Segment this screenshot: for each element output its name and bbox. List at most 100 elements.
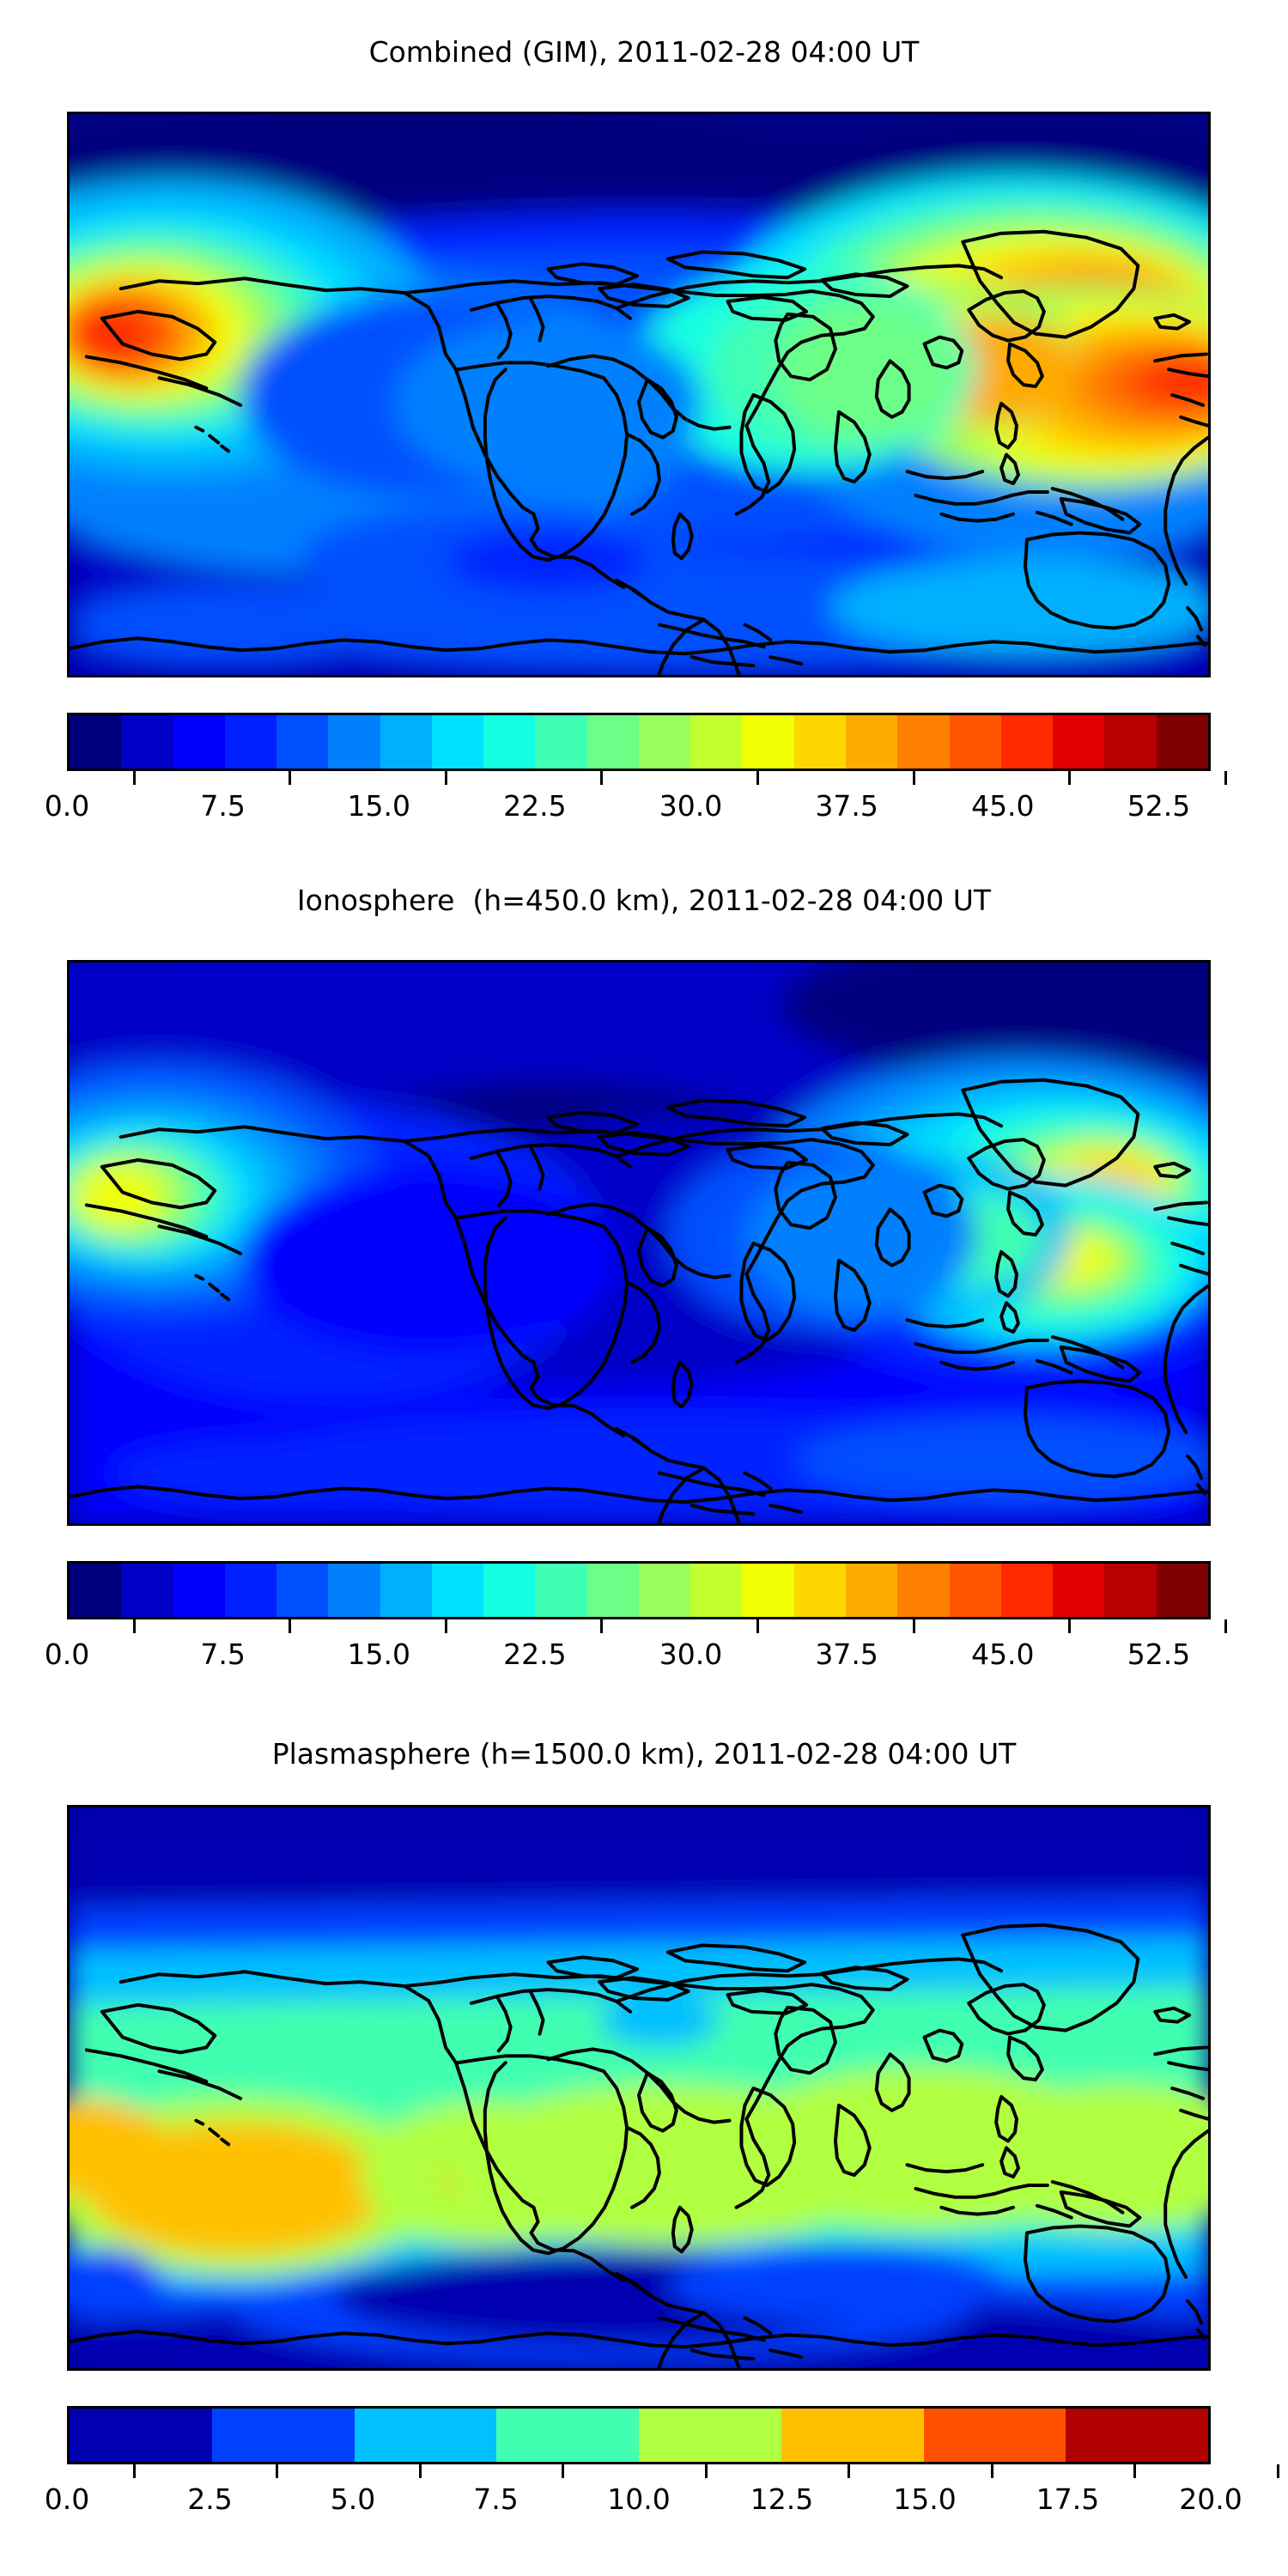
panel-title-plasmasphere: Plasmasphere (h=1500.0 km), 2011-02-28 0…: [271, 1737, 1017, 1771]
colorbar-swatch-17: [949, 715, 1001, 769]
panel-combined-gim: Combined (GIM), 2011-02-28 04:00 UT: [0, 0, 1288, 859]
colorbar-tick-label-3: 22.5: [503, 789, 567, 823]
colorbar-gradient-ionosphere: [70, 1564, 1208, 1617]
colorbar-plasmasphere: [67, 2406, 1211, 2464]
colorbar-tick-label-5: 37.5: [815, 789, 878, 823]
colorbar-swatch-5: [781, 2409, 924, 2462]
colorbar-swatch-10: [586, 1564, 639, 1617]
colorbar-swatch-21: [1156, 1564, 1208, 1617]
colorbar-tick-label-4: 30.0: [659, 1637, 723, 1671]
colorbar-tick-label-6: 45.0: [971, 1637, 1035, 1671]
colorbar-swatch-7: [1066, 2409, 1208, 2462]
colorbar-swatch-5: [328, 1564, 380, 1617]
colorbar-tick-label-2: 5.0: [330, 2482, 376, 2516]
colorbar-combined-gim: [67, 713, 1211, 771]
colorbar-swatch-11: [638, 1564, 691, 1617]
colorbar-swatch-18: [1000, 1564, 1054, 1617]
colorbar-tick-4: [756, 771, 760, 785]
colorbar-gradient-combined-gim: [70, 715, 1208, 769]
colorbar-tick-3: [600, 1619, 604, 1633]
colorbar-tick-label-5: 12.5: [750, 2482, 814, 2516]
colorbar-tick-label-5: 37.5: [815, 1637, 878, 1671]
colorbar-swatch-16: [897, 715, 950, 769]
colorbar-tick-6: [1068, 771, 1072, 785]
colorbar-labels-plasmasphere: 0.0 2.5 5.0 7.5 10.0 12.5 15.0 17.5 20.0: [0, 2485, 1288, 2523]
colorbar-swatch-0: [70, 2409, 212, 2462]
map-image-plasmasphere: [70, 1807, 1208, 2368]
colorbar-labels-combined-gim: 0.0 7.5 15.0 22.5 30.0 37.5 45.0 52.5: [0, 792, 1288, 829]
panel-title-combined-gim: Combined (GIM), 2011-02-28 04:00 UT: [368, 35, 920, 69]
colorbar-tick-label-0: 0.0: [44, 789, 90, 823]
colorbar-swatch-1: [211, 2409, 355, 2462]
colorbar-swatch-6: [380, 715, 432, 769]
colorbar-swatch-16: [897, 1564, 950, 1617]
colorbar-tick-1: [289, 771, 292, 785]
colorbar-tick-6: [990, 2464, 993, 2478]
colorbar-tick-label-1: 7.5: [200, 789, 246, 823]
coastlines-layer-4: [70, 1923, 1208, 2368]
tec-contour-combined-gim: [70, 114, 1208, 675]
colorbar-swatch-3: [224, 1564, 277, 1617]
colorbar-swatch-13: [742, 1564, 794, 1617]
colorbar-tick-label-0: 0.0: [44, 2482, 90, 2516]
colorbar-swatch-2: [173, 715, 225, 769]
map-axes-ionosphere: [67, 960, 1211, 1526]
colorbar-swatch-4: [276, 1564, 329, 1617]
colorbar-swatch-19: [1053, 715, 1105, 769]
colorbar-swatch-15: [845, 715, 898, 769]
colorbar-swatch-8: [483, 715, 536, 769]
colorbar-swatch-17: [949, 1564, 1001, 1617]
colorbar-tick-5: [912, 771, 915, 785]
map-axes-plasmasphere: [67, 1805, 1211, 2371]
colorbar-tick-7: [1133, 2464, 1136, 2478]
colorbar-swatch-11: [638, 715, 691, 769]
colorbar-tick-label-2: 15.0: [347, 789, 411, 823]
colorbar-tick-3: [562, 2464, 564, 2478]
colorbar-ticks-plasmasphere: [67, 2464, 1279, 2478]
colorbar-tick-label-3: 7.5: [473, 2482, 519, 2516]
map-image-ionosphere: [70, 963, 1208, 1523]
colorbar-tick-label-4: 30.0: [659, 789, 723, 823]
colorbar-tick-0: [132, 2464, 136, 2478]
colorbar-swatch-19: [1053, 1564, 1105, 1617]
colorbar-swatch-3: [224, 715, 277, 769]
colorbar-tick-label-7: 52.5: [1127, 1637, 1191, 1671]
colorbar-tick-3: [600, 771, 604, 785]
colorbar-ticks-ionosphere: [67, 1619, 1227, 1633]
colorbar-swatch-6: [380, 1564, 432, 1617]
colorbar-swatch-15: [845, 1564, 898, 1617]
colorbar-swatch-6: [923, 2409, 1066, 2462]
colorbar-ionosphere: [67, 1561, 1211, 1619]
tec-contour-plasmasphere: [70, 1807, 1208, 2368]
colorbar-swatch-14: [793, 715, 846, 769]
colorbar-tick-label-4: 10.0: [607, 2482, 671, 2516]
coastlines-layer-3: [70, 1078, 1208, 1523]
colorbar-swatch-20: [1104, 715, 1157, 769]
colorbar-tick-2: [444, 1619, 447, 1633]
colorbar-swatch-20: [1104, 1564, 1157, 1617]
colorbar-labels-ionosphere: 0.0 7.5 15.0 22.5 30.0 37.5 45.0 52.5: [0, 1640, 1288, 1678]
colorbar-gradient-plasmasphere: [70, 2409, 1208, 2462]
colorbar-swatch-13: [742, 715, 794, 769]
colorbar-tick-label-0: 0.0: [44, 1637, 90, 1671]
colorbar-swatch-4: [639, 2409, 781, 2462]
colorbar-tick-7: [1224, 771, 1227, 785]
colorbar-tick-label-6: 15.0: [893, 2482, 957, 2516]
colorbar-ticks-combined-gim: [67, 771, 1227, 785]
coastlines-layer-2: [70, 264, 1208, 656]
colorbar-tick-0: [132, 1619, 136, 1633]
colorbar-tick-4: [704, 2464, 708, 2478]
colorbar-swatch-7: [431, 1564, 484, 1617]
colorbar-tick-1: [289, 1619, 292, 1633]
colorbar-swatch-18: [1000, 715, 1054, 769]
colorbar-tick-8: [1276, 2464, 1279, 2478]
colorbar-tick-1: [276, 2464, 278, 2478]
colorbar-tick-5: [848, 2464, 850, 2478]
colorbar-tick-0: [132, 771, 136, 785]
colorbar-tick-label-8: 20.0: [1179, 2482, 1242, 2516]
colorbar-tick-4: [756, 1619, 760, 1633]
colorbar-swatch-4: [276, 715, 329, 769]
colorbar-swatch-12: [690, 715, 743, 769]
colorbar-swatch-8: [483, 1564, 536, 1617]
